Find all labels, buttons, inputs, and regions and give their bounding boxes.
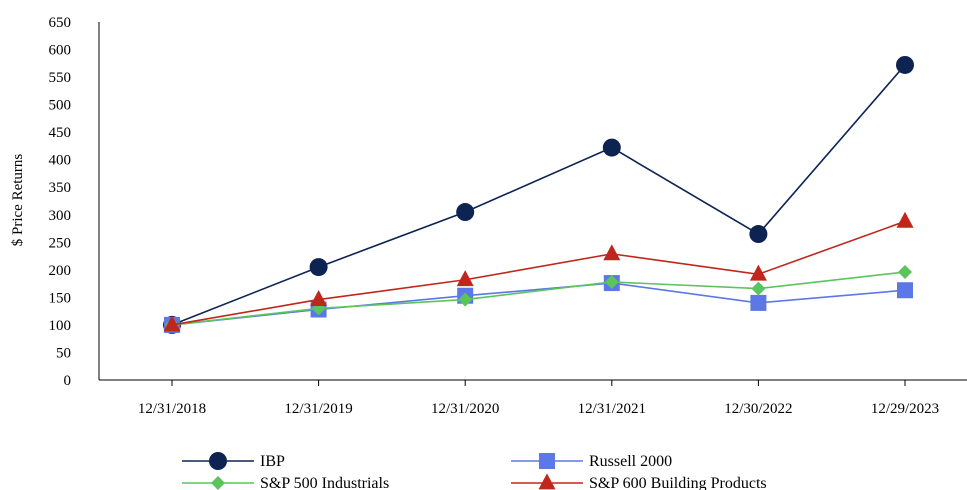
legend-label: S&P 600 Building Products xyxy=(589,475,767,490)
data-point xyxy=(897,282,913,299)
data-point xyxy=(456,203,475,222)
data-point xyxy=(751,281,766,296)
y-axis-title: $ Price Returns xyxy=(10,154,26,247)
x-axis: 12/31/2018 12/31/2019 12/31/2020 12/31/2021… xyxy=(99,379,967,417)
series-line xyxy=(171,220,906,326)
y-tick-label: 0 xyxy=(64,373,72,389)
data-point xyxy=(310,289,328,306)
series-line xyxy=(171,282,906,326)
y-tick-label: 150 xyxy=(49,290,72,306)
data-point xyxy=(458,292,473,307)
series-line xyxy=(171,64,906,326)
legend-marker xyxy=(211,476,225,490)
data-point xyxy=(896,55,914,74)
data-point xyxy=(163,315,181,332)
legend-item: Russell 2000 xyxy=(511,453,672,470)
data-point xyxy=(603,244,621,261)
legend-marker xyxy=(539,453,555,469)
y-tick-label: 650 xyxy=(49,15,72,31)
data-point xyxy=(898,265,912,280)
legend-label: Russell 2000 xyxy=(589,453,672,470)
series-s-p-500-industrials xyxy=(165,265,912,332)
data-point xyxy=(309,258,328,277)
legend-label: S&P 500 Industrials xyxy=(260,475,389,490)
x-tick-label: 12/29/2023 xyxy=(871,401,939,417)
data-point xyxy=(896,211,914,228)
y-tick-label: 350 xyxy=(49,180,72,196)
y-tick-label: 250 xyxy=(49,235,72,251)
y-tick-label: 550 xyxy=(49,70,72,86)
series-s-p-600-building-products xyxy=(163,211,914,332)
y-tick-label: 600 xyxy=(49,43,72,59)
y-tick-label: 500 xyxy=(49,98,72,114)
data-point xyxy=(602,138,621,157)
data-point xyxy=(750,294,767,311)
x-tick-label: 12/31/2021 xyxy=(578,401,646,417)
series-line xyxy=(171,271,906,326)
data-point xyxy=(456,270,474,287)
data-point xyxy=(604,274,619,289)
y-tick-label: 200 xyxy=(49,263,72,279)
legend-label: IBP xyxy=(260,453,285,470)
data-point xyxy=(749,225,768,244)
series-layer xyxy=(163,55,914,334)
y-tick-label: 100 xyxy=(49,318,72,334)
series-ibp xyxy=(163,55,914,334)
y-tick-label: 450 xyxy=(49,125,72,141)
y-axis: 0 50 100 150 200 250 300 350 400 450 500 550 600 650 xyxy=(49,15,100,389)
x-tick-label: 12/31/2019 xyxy=(284,401,352,417)
legend-marker xyxy=(209,452,227,470)
y-tick-label: 300 xyxy=(49,208,72,224)
legend-item: IBP xyxy=(182,452,285,470)
legend-marker xyxy=(538,473,556,490)
x-tick-label: 12/31/2020 xyxy=(431,401,499,417)
x-tick-label: 12/31/2018 xyxy=(138,401,206,417)
legend: IBP Russell 2000 S&P 500 Industrials S&P 60… xyxy=(182,452,767,490)
data-point xyxy=(749,264,767,281)
legend-item: S&P 500 Industrials xyxy=(182,475,389,490)
x-tick-label: 12/30/2022 xyxy=(724,401,792,417)
y-tick-label: 400 xyxy=(49,153,72,169)
legend-item: S&P 600 Building Products xyxy=(511,473,767,490)
y-tick-label: 50 xyxy=(56,345,71,361)
